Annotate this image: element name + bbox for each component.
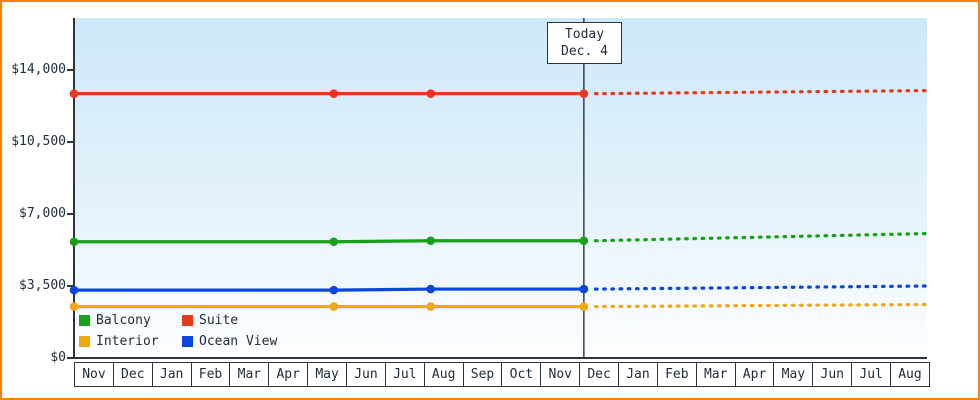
- today-date-label: Dec. 4: [561, 44, 608, 59]
- x-axis-month-label: Nov: [82, 367, 106, 382]
- x-axis-month-label: Mar: [229, 363, 268, 386]
- suite-color-swatch: [182, 315, 193, 326]
- series-line-balcony: [72, 239, 586, 244]
- x-axis-month-label: Apr: [268, 363, 307, 386]
- series-marker-ocean-view: [69, 285, 79, 295]
- series-marker-ocean-view: [579, 284, 589, 294]
- x-axis-month-label: Dec: [112, 363, 152, 386]
- series-marker-suite: [329, 89, 339, 98]
- interior-color-swatch: [79, 336, 90, 347]
- series-forecast-line-balcony: [593, 231, 929, 243]
- legend-item-interior: Interior: [79, 334, 182, 349]
- x-axis-month-label: Dec: [579, 363, 618, 386]
- series-marker-balcony: [69, 237, 79, 247]
- series-marker-interior: [329, 302, 339, 311]
- plot-area-background: [74, 18, 927, 358]
- series-marker-suite: [579, 89, 589, 98]
- series-forecast-line-ocean-view: [593, 284, 929, 291]
- x-axis-month-label: Oct: [501, 363, 540, 386]
- legend-label-suite: Suite: [199, 313, 239, 328]
- series-marker-suite: [69, 89, 79, 98]
- legend-label-interior: Interior: [96, 334, 159, 349]
- legend-item-balcony: Balcony: [79, 313, 182, 328]
- x-axis: Nov Dec Jan Feb Mar Apr May Jun Jul Aug Sep Oct Nov D…: [74, 362, 930, 387]
- x-axis-month-label: Feb: [656, 363, 696, 386]
- series-marker-interior: [69, 302, 79, 311]
- x-axis-month-label: Nov: [540, 363, 579, 386]
- x-axis-month-label: Apr: [734, 363, 774, 386]
- x-axis-month-label: Jul: [851, 363, 890, 386]
- x-axis-month-label: Aug: [890, 363, 929, 386]
- series-marker-suite: [426, 89, 436, 98]
- series-marker-balcony: [426, 236, 436, 246]
- legend-item-suite: Suite: [182, 313, 277, 328]
- x-axis-month-label: Jun: [346, 363, 385, 386]
- x-axis-month-label: May: [773, 363, 812, 386]
- series-marker-ocean-view: [426, 284, 436, 294]
- today-annotation-box: Today Dec. 4: [547, 22, 622, 64]
- x-axis-month-label: Jun: [812, 363, 851, 386]
- legend-label-ocean-view: Ocean View: [199, 334, 278, 349]
- legend-item-ocean-view: Ocean View: [182, 334, 277, 349]
- x-axis-month-label: May: [307, 363, 346, 386]
- ocean-view-color-swatch: [182, 336, 193, 347]
- series-forecast-line-suite: [593, 88, 929, 96]
- x-axis-month-label: Aug: [423, 363, 463, 386]
- x-axis-month-label: Jan: [151, 363, 191, 386]
- legend-label-balcony: Balcony: [96, 313, 151, 328]
- x-axis-month-label: Sep: [462, 363, 502, 386]
- series-marker-interior: [579, 302, 589, 311]
- series-marker-interior: [426, 302, 436, 311]
- balcony-color-swatch: [79, 315, 90, 326]
- series-forecast-line-interior: [593, 302, 929, 309]
- series-marker-balcony: [579, 236, 589, 246]
- today-label: Today: [564, 27, 605, 42]
- series-marker-ocean-view: [329, 285, 339, 295]
- legend: Balcony Suite Interior Ocean View: [79, 313, 277, 349]
- series-line-ocean-view: [72, 287, 586, 292]
- x-axis-month-label: Jul: [384, 363, 424, 386]
- x-axis-month-label: Jan: [618, 363, 657, 386]
- series-marker-balcony: [329, 237, 339, 247]
- x-axis-month-label: Mar: [695, 363, 735, 386]
- x-axis-month-label: Feb: [190, 363, 230, 386]
